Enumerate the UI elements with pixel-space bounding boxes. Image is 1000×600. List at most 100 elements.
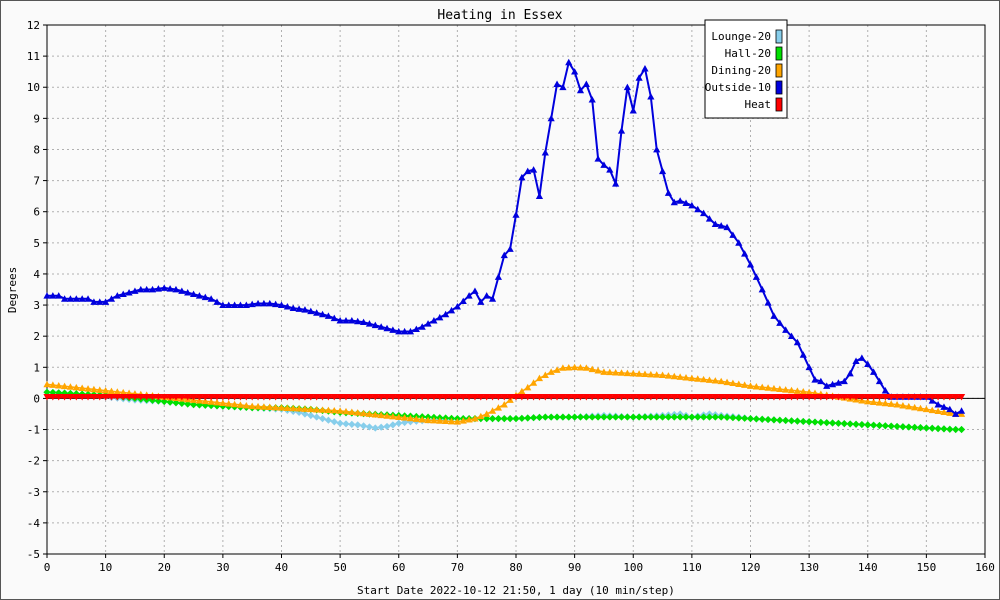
data-point — [401, 414, 409, 421]
data-point — [125, 393, 133, 401]
data-point — [565, 413, 573, 421]
y-axis-title: Degrees — [6, 267, 19, 313]
data-point — [799, 393, 807, 401]
data-point — [500, 393, 508, 401]
data-point — [307, 393, 315, 401]
data-point — [289, 393, 297, 401]
plot-area — [46, 24, 986, 555]
data-point — [547, 413, 555, 421]
data-point — [143, 285, 151, 293]
data-point — [354, 393, 362, 401]
data-point — [911, 393, 919, 401]
data-point — [494, 415, 503, 423]
data-point — [84, 295, 92, 302]
data-point — [529, 166, 538, 173]
data-point — [899, 393, 907, 401]
data-point — [688, 393, 696, 401]
data-point — [741, 381, 749, 388]
data-point — [359, 422, 368, 430]
x-tick-label: 30 — [216, 561, 229, 574]
data-point — [277, 404, 286, 411]
data-point — [729, 231, 737, 238]
data-point — [752, 393, 760, 401]
data-point — [911, 423, 919, 431]
data-point — [957, 407, 966, 414]
data-point — [383, 412, 391, 419]
data-point — [424, 393, 432, 401]
data-point — [401, 418, 409, 427]
data-point — [160, 397, 168, 406]
data-point — [488, 295, 497, 302]
data-point — [283, 393, 291, 401]
data-point — [494, 404, 503, 411]
data-point — [424, 320, 432, 327]
data-point — [799, 351, 807, 358]
data-point — [477, 393, 485, 401]
data-point — [688, 201, 696, 209]
data-point — [641, 370, 649, 378]
data-point — [735, 393, 743, 401]
data-point — [694, 393, 702, 401]
data-point — [442, 393, 450, 401]
y-tick-label: 4 — [33, 268, 40, 281]
x-tick-label: 80 — [509, 561, 522, 574]
data-point — [535, 374, 544, 382]
legend-swatch — [775, 46, 783, 61]
data-point — [670, 372, 678, 380]
data-point — [412, 325, 420, 333]
data-point — [647, 393, 655, 401]
data-point — [717, 222, 725, 229]
data-point — [746, 415, 755, 423]
data-point — [488, 407, 497, 414]
data-point — [541, 413, 549, 421]
data-point — [705, 215, 714, 222]
data-point — [242, 301, 250, 308]
data-point — [506, 415, 514, 423]
data-point — [782, 326, 790, 333]
data-point — [395, 413, 403, 420]
data-point — [641, 64, 649, 72]
data-point — [705, 413, 714, 421]
data-point — [911, 403, 919, 411]
data-point — [541, 148, 549, 156]
data-point — [875, 421, 884, 430]
data-point — [266, 393, 274, 401]
data-point — [852, 357, 860, 364]
data-point — [324, 312, 332, 319]
data-point — [430, 393, 438, 401]
data-point — [318, 415, 327, 423]
data-point — [787, 332, 796, 340]
data-point — [559, 393, 567, 401]
grid — [47, 25, 985, 554]
data-point — [705, 376, 714, 383]
data-point — [571, 363, 579, 371]
data-point — [401, 327, 409, 335]
data-point — [283, 303, 291, 310]
x-tick-label: 60 — [392, 561, 405, 574]
data-point — [500, 415, 508, 423]
data-point — [231, 393, 239, 401]
data-point — [524, 393, 532, 401]
data-point — [354, 409, 362, 416]
data-point — [864, 360, 872, 368]
data-point — [576, 364, 585, 371]
data-point — [658, 371, 667, 378]
data-point — [729, 414, 737, 422]
data-point — [752, 273, 760, 280]
data-point — [617, 393, 626, 401]
data-point — [66, 393, 75, 401]
data-point — [90, 298, 98, 305]
data-point — [952, 410, 960, 417]
legend-label: Hall-20 — [725, 47, 771, 60]
data-point — [189, 290, 198, 298]
data-point — [752, 382, 760, 390]
data-point — [940, 393, 948, 401]
data-point — [606, 393, 614, 401]
data-point — [940, 403, 948, 410]
data-point — [318, 393, 327, 401]
data-point — [717, 393, 725, 401]
y-tick-label: -2 — [27, 455, 40, 468]
data-point — [846, 369, 854, 377]
